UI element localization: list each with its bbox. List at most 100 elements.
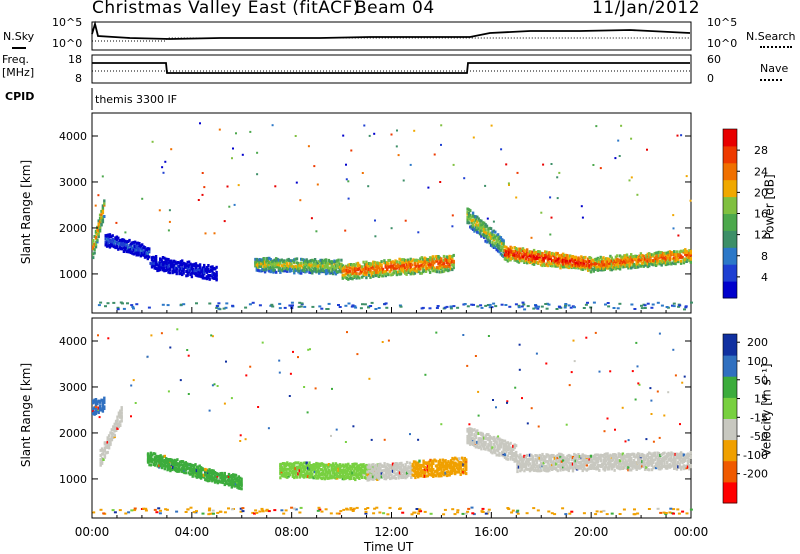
power-cell <box>481 233 484 237</box>
velocity-cell <box>334 462 338 466</box>
power-cell <box>646 265 649 269</box>
power-cell <box>273 258 276 262</box>
velocity-cell <box>236 476 239 480</box>
power-cell <box>257 258 260 262</box>
velocity-cell <box>316 470 319 474</box>
velocity-cell <box>366 473 369 477</box>
velocity-cell <box>106 446 109 449</box>
power-cell <box>100 209 103 213</box>
power-cell <box>599 266 602 270</box>
power-cell <box>392 269 396 273</box>
power-cell <box>449 307 453 310</box>
power-cell <box>319 267 322 271</box>
power-cell <box>419 257 422 261</box>
power-cell <box>358 276 361 280</box>
velocity-cell <box>100 408 103 412</box>
velocity-cell <box>654 455 658 459</box>
power-cell <box>417 265 421 268</box>
power-cell <box>288 259 292 263</box>
power-cell <box>569 254 572 258</box>
power-cell <box>448 265 451 269</box>
velocity-cell <box>240 480 243 484</box>
velocity-cell <box>223 479 226 482</box>
velocity-cell <box>447 463 450 467</box>
power-cell <box>290 269 293 273</box>
power-cell <box>305 269 308 273</box>
power-cell <box>638 263 641 267</box>
velocity-cell <box>685 453 688 457</box>
velocity-cell <box>112 425 115 429</box>
velocity-cell <box>396 472 399 476</box>
power-cell <box>212 272 216 276</box>
power-cell <box>541 261 544 265</box>
power-cell <box>320 307 324 310</box>
velocity-cell <box>454 470 457 474</box>
power-cell <box>271 124 274 127</box>
power-cell <box>506 249 509 253</box>
velocity-cell <box>438 467 442 471</box>
power-cell <box>466 212 469 216</box>
velocity-cell <box>649 455 652 459</box>
power-cell <box>571 263 575 267</box>
power-cell <box>211 269 214 273</box>
velocity-cell <box>344 470 347 474</box>
power-cell <box>365 271 368 275</box>
velocity-cell <box>513 446 516 450</box>
velocity-cell <box>158 464 161 468</box>
power-cell <box>673 256 676 260</box>
power-cell <box>617 261 620 265</box>
velocity-cell <box>93 398 96 402</box>
power-cell <box>344 229 347 232</box>
velocity-cell <box>485 433 489 436</box>
power-cell <box>331 260 335 264</box>
power-cell <box>480 223 483 227</box>
power-cell <box>269 265 272 269</box>
velocity-cell <box>514 456 518 460</box>
power-cell <box>254 257 257 261</box>
velocity-cell <box>523 469 526 473</box>
power-cell <box>128 248 131 252</box>
power-cell <box>338 268 342 272</box>
velocity-cell <box>657 455 661 459</box>
velocity-cell <box>201 473 204 477</box>
velocity-cell <box>92 412 95 416</box>
velocity-cell <box>373 473 376 477</box>
power-cell <box>514 303 518 306</box>
velocity-cell <box>102 449 105 453</box>
velocity-cell <box>389 470 392 474</box>
power-cell <box>553 259 557 263</box>
velocity-cell <box>295 470 299 474</box>
velocity-cell <box>365 467 368 471</box>
power-cell <box>625 255 629 259</box>
velocity-cell <box>105 451 108 455</box>
velocity-cell <box>326 473 329 477</box>
velocity-cell <box>103 441 107 445</box>
power-cell <box>209 274 213 278</box>
power-cell <box>677 260 680 264</box>
power-cell <box>589 262 593 266</box>
power-cell <box>463 177 466 180</box>
velocity-cell <box>208 476 211 480</box>
velocity-cell <box>400 464 403 468</box>
velocity-cell <box>440 461 443 465</box>
power-cell <box>171 271 174 275</box>
power-cell <box>313 165 316 168</box>
velocity-cell <box>120 419 123 423</box>
velocity-cell <box>389 464 392 467</box>
velocity-cell <box>192 466 196 470</box>
velocity-cell <box>361 472 364 476</box>
power-cell <box>562 258 565 262</box>
velocity-cell <box>678 458 681 462</box>
power-cell <box>324 260 328 264</box>
power-cell <box>175 272 178 276</box>
power-cell <box>161 256 165 259</box>
power-cell <box>313 266 317 270</box>
power-cell <box>469 217 472 221</box>
velocity-cell <box>634 461 637 464</box>
power-cell <box>489 231 493 235</box>
power-cell <box>121 243 124 247</box>
velocity-cell <box>197 467 200 470</box>
power-cell <box>359 271 362 275</box>
velocity-cell <box>548 465 551 469</box>
power-cell <box>520 252 523 256</box>
